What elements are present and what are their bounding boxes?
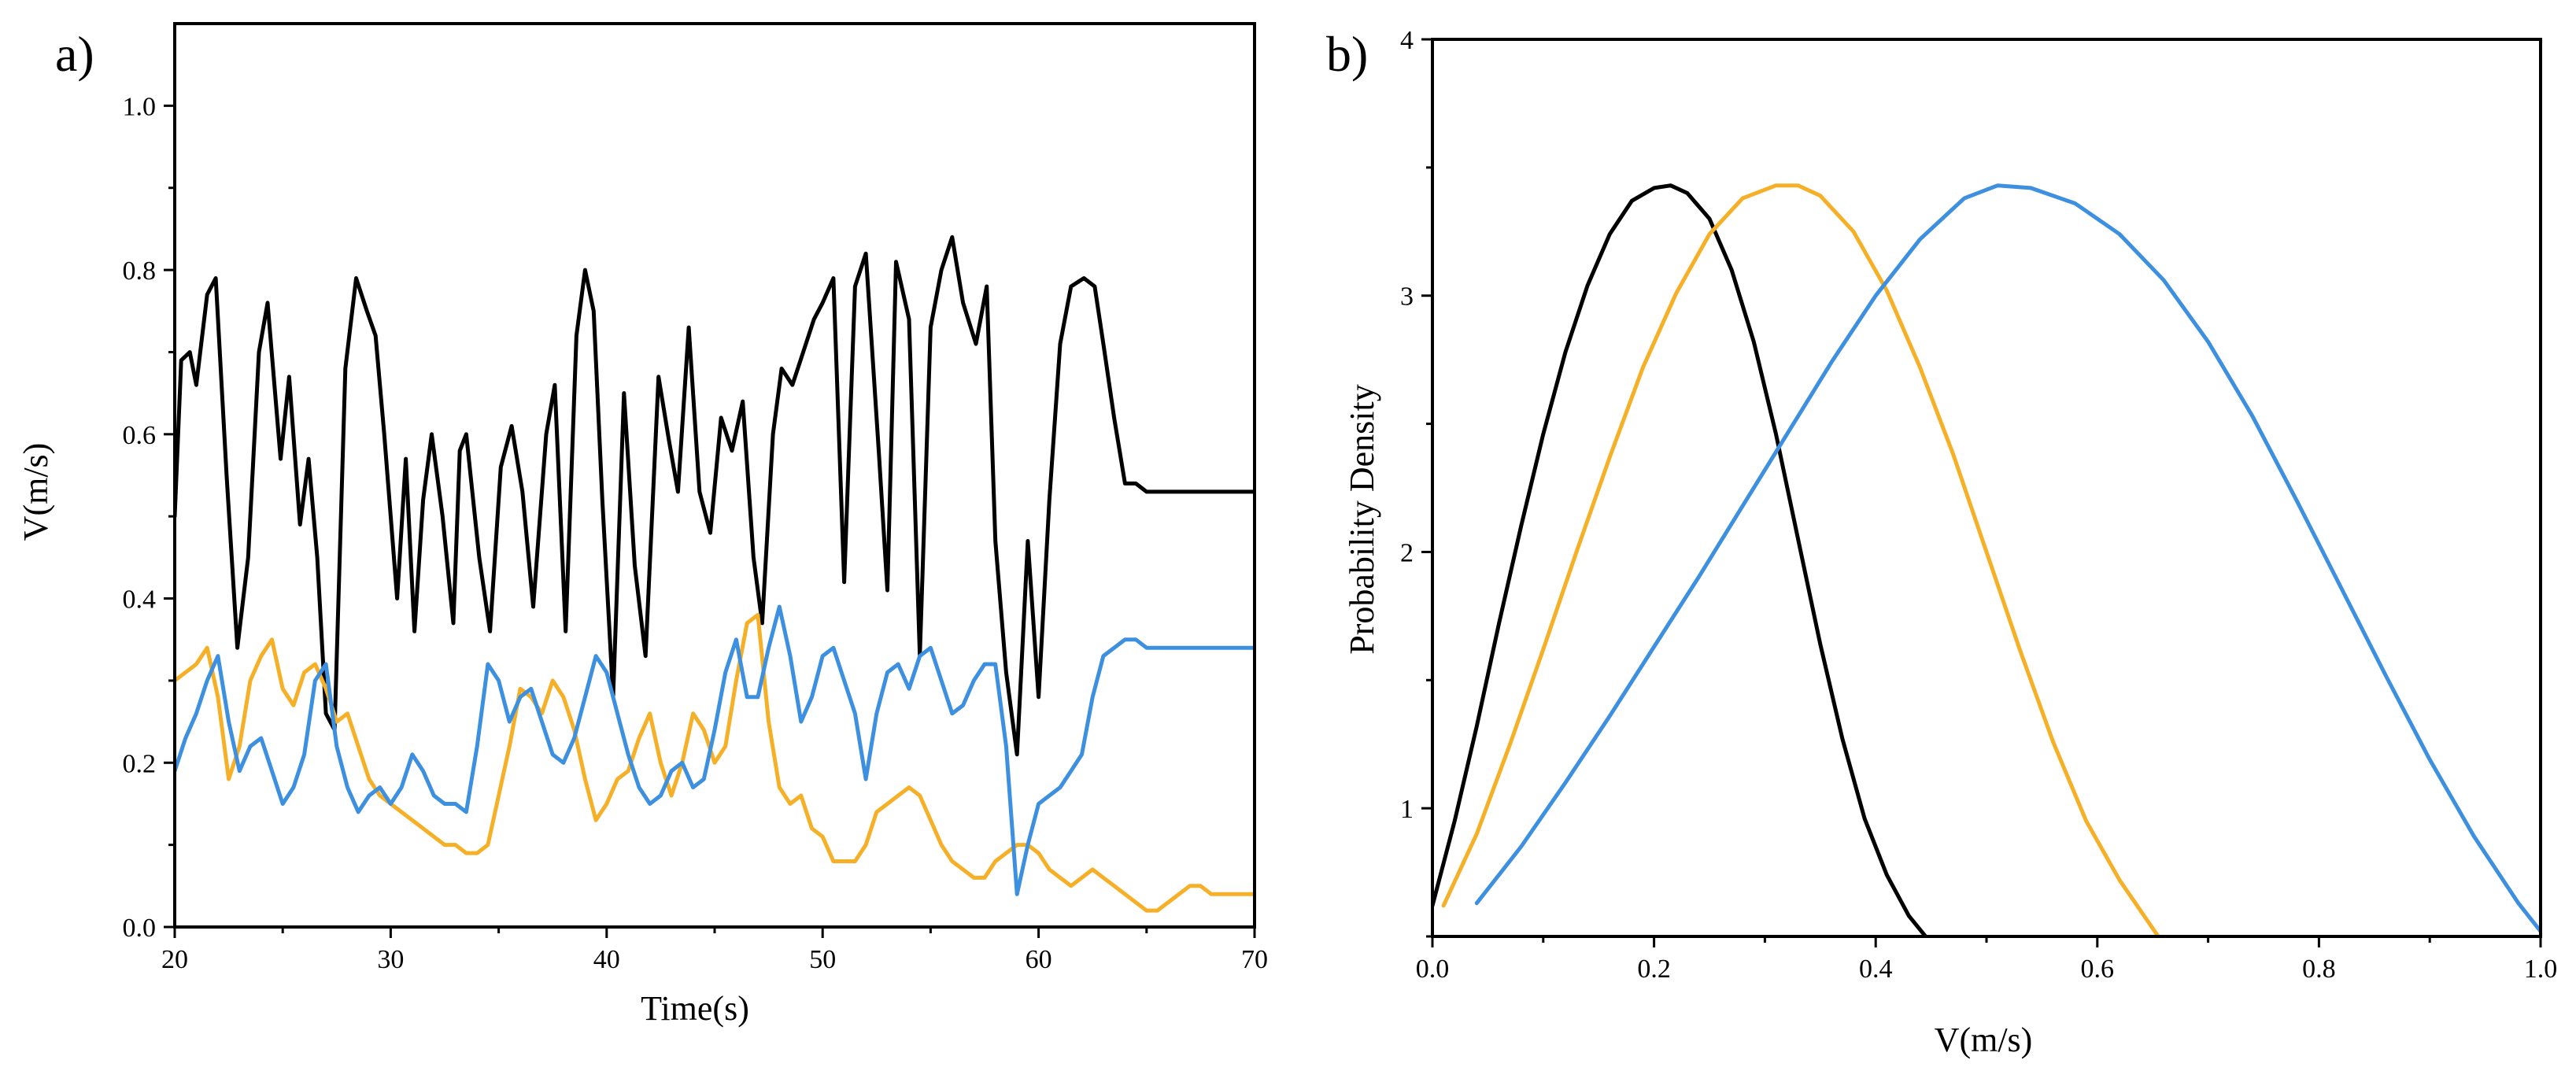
panel-b-y-tick-label: 2 bbox=[1400, 538, 1414, 567]
panel-b-series-line-1 bbox=[1432, 183, 1928, 936]
panel-a-y-tick-label: 0.2 bbox=[123, 749, 157, 778]
panel-a-plot-area: 20 30 40 50 60 70 0.0 0.2 0.4 0.6 0.8 1.0 bbox=[123, 22, 1268, 974]
panel-b-x-tick-label: 0.6 bbox=[2081, 955, 2115, 984]
panel-b-series-line-3 bbox=[1474, 183, 2541, 933]
panel-b-x-tick-label: 0.8 bbox=[2302, 955, 2336, 984]
panel-a-series-line-2 bbox=[175, 612, 1255, 913]
panel-a-x-tick-label: 70 bbox=[1241, 945, 1268, 974]
panel-a-x-tick-label: 50 bbox=[809, 945, 836, 974]
panel-b-x-tick-label: 0.0 bbox=[1416, 955, 1450, 984]
panel-a-y-tick-label: 0.4 bbox=[123, 585, 157, 615]
panel-b-label: b) bbox=[1326, 26, 1368, 82]
panel-a-x-tick-label: 40 bbox=[593, 945, 620, 974]
panel-a: a) 20 30 40 50 60 70 0.0 0.2 0.4 0.6 0.8 1.0 Time(s… bbox=[17, 22, 1268, 1028]
panel-a-y-axis-label: V(m/s) bbox=[17, 443, 55, 541]
panel-b-x-tick-label: 0.2 bbox=[1637, 955, 1671, 984]
panel-b-y-axis-label: Probability Density bbox=[1343, 384, 1381, 654]
panel-a-x-tick-label: 20 bbox=[161, 945, 188, 974]
panel-b-y-tick-label: 1 bbox=[1400, 795, 1414, 824]
panel-a-y-tick-label: 0.0 bbox=[123, 914, 157, 943]
panel-b-y-tick-label: 3 bbox=[1400, 283, 1414, 312]
panel-b-y-tick-label: 4 bbox=[1400, 26, 1414, 55]
panel-a-series-line-1 bbox=[175, 235, 1255, 757]
panel-a-y-tick-label: 0.8 bbox=[123, 257, 157, 286]
panel-a-y-tick-label: 1.0 bbox=[123, 92, 157, 121]
panel-a-x-tick-label: 30 bbox=[377, 945, 404, 974]
panel-b: b) 0.0 0.2 0.4 0.6 0.8 1.0 1 2 3 4 V(m/s) Probabi… bbox=[1326, 26, 2557, 1059]
panel-a-x-axis-label: Time(s) bbox=[641, 989, 749, 1028]
panel-b-plot-area: 0.0 0.2 0.4 0.6 0.8 1.0 1 2 3 4 bbox=[1400, 26, 2557, 984]
panel-b-x-axis-label: V(m/s) bbox=[1935, 1021, 2033, 1059]
panel-b-series-line-2 bbox=[1441, 183, 2160, 936]
panel-a-x-tick-label: 60 bbox=[1026, 945, 1052, 974]
panel-a-y-tick-label: 0.6 bbox=[123, 421, 157, 450]
panel-b-x-tick-label: 1.0 bbox=[2524, 955, 2558, 984]
panel-a-label: a) bbox=[55, 26, 94, 82]
panel-a-series-line-3 bbox=[175, 604, 1255, 896]
panel-b-x-tick-label: 0.4 bbox=[1859, 955, 1893, 984]
